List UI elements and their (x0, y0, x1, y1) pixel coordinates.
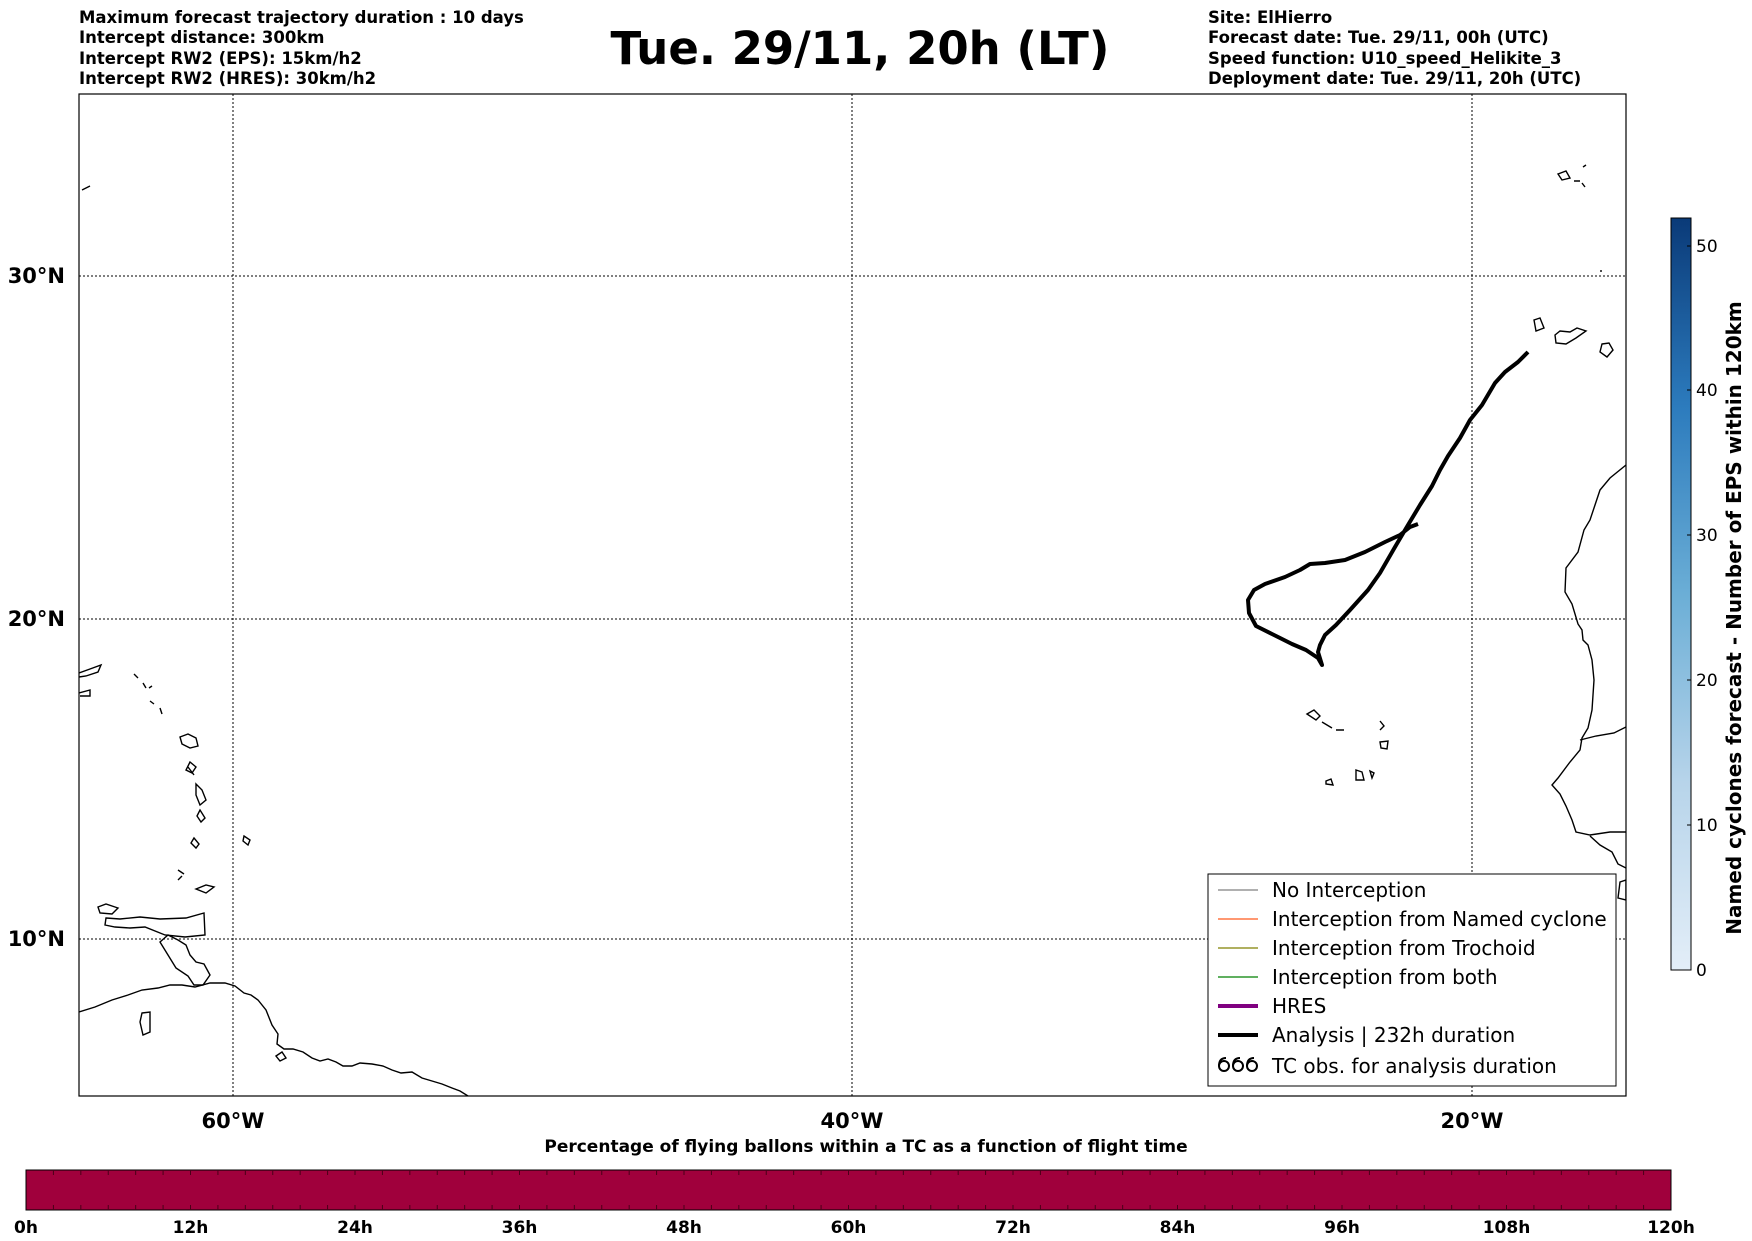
island-st-vincent (190, 836, 200, 850)
island-sao-vicente (1321, 721, 1344, 731)
page-title: Tue. 29/11, 20h (LT) (610, 22, 1110, 75)
island-coastal-2 (274, 1051, 288, 1062)
legend-label-named-cyclone: Interception from Named cyclone (1272, 907, 1607, 931)
lat-label-10n: 10°N (8, 927, 65, 951)
coast-south-america (79, 982, 469, 1096)
island-santo-antao (1305, 709, 1321, 721)
time-bar-label: 36h (502, 1218, 538, 1238)
lat-label-30n: 30°N (8, 264, 65, 288)
island-dominica-2 (187, 766, 195, 776)
island-gran-canaria (1599, 342, 1614, 358)
island-santiago (1355, 769, 1365, 781)
time-bar-label: 60h (831, 1218, 867, 1238)
island-top-left (81, 185, 91, 191)
island-barbados (242, 834, 251, 847)
colorbar-tick-0: 0 (1696, 961, 1707, 981)
colorbar-tick-40: 40 (1696, 381, 1718, 401)
island-st-lucia (196, 808, 206, 824)
header-right-info: Site: ElHierro Forecast date: Tue. 29/11… (1208, 8, 1581, 89)
info-line-rw2-eps: Intercept RW2 (EPS): 15km/h2 (79, 48, 362, 68)
info-line-forecast-date: Forecast date: Tue. 29/11, 00h (UTC) (1208, 28, 1549, 48)
info-line-speed-function: Speed function: U10_speed_Helikite_3 (1208, 48, 1562, 68)
island-azores-1 (1556, 170, 1572, 181)
time-bar-label: 120h (1647, 1218, 1695, 1238)
colorbar-gradient (1670, 217, 1692, 971)
colorbar-tick-10: 10 (1696, 816, 1718, 836)
coast-northern-shelf (104, 912, 206, 938)
header-left-info: Maximum forecast trajectory duration : 1… (79, 8, 524, 89)
lon-label-40w: 40°W (821, 1109, 884, 1133)
island-guadeloupe (179, 733, 199, 749)
info-line-max-duration: Maximum forecast trajectory duration : 1… (79, 8, 524, 27)
legend-label-tc-obs: TC obs. for analysis duration (1271, 1054, 1557, 1078)
time-bar (25, 1169, 1672, 1211)
coast-sierra-leone (1617, 879, 1626, 901)
island-maio (1368, 769, 1375, 781)
legend-label-both: Interception from both (1272, 965, 1498, 989)
island-boavista (1379, 740, 1389, 750)
legend-label-no-interception: No Interception (1272, 878, 1426, 902)
colorbar-ticks (1687, 245, 1691, 971)
legend-box (1207, 873, 1617, 1087)
lon-label-20w: 20°W (1441, 1109, 1504, 1133)
island-aruba (97, 903, 120, 915)
island-hispaniola-tip (79, 663, 103, 678)
info-line-intercept-distance: Intercept distance: 300km (79, 28, 325, 48)
island-grenada (177, 869, 185, 881)
legend: No Interception Interception from Named … (1207, 873, 1617, 1087)
info-line-deployment-date: Deployment date: Tue. 29/11, 20h (UTC) (1208, 68, 1582, 88)
coast-venezuela-gulf (159, 934, 211, 986)
colorbar-title: Named cyclones forecast - Number of EPS … (1722, 301, 1746, 935)
colorbar-tick-50: 50 (1696, 237, 1718, 257)
island-puerto-rico (79, 689, 91, 697)
island-tobago (194, 884, 216, 894)
colorbar-tick-30: 30 (1696, 526, 1718, 546)
island-la-palma (1533, 317, 1545, 332)
colorbar-tick-20: 20 (1696, 671, 1718, 691)
time-bar-label: 84h (1160, 1218, 1196, 1238)
coast-west-africa (1551, 464, 1626, 836)
lon-label-60w: 60°W (202, 1109, 265, 1133)
island-tenerife (1554, 327, 1588, 345)
time-bar-title: Percentage of flying ballons within a TC… (544, 1137, 1187, 1157)
time-bar-labels: 0h 12h 24h 36h 48h 60h 72h 84h 96h 108h 120h (14, 1218, 1695, 1238)
coast-gambia (1579, 726, 1626, 741)
lat-label-20n: 20°N (8, 607, 65, 631)
time-bar-label: 96h (1324, 1218, 1360, 1238)
time-bar-ticks (52, 1170, 1645, 1210)
time-bar-label: 12h (173, 1218, 209, 1238)
analysis-trajectory (1246, 350, 1530, 667)
time-bar-label: 72h (995, 1218, 1031, 1238)
island-coastal (139, 1011, 151, 1036)
map-frame (78, 93, 1627, 1097)
info-line-rw2-hres: Intercept RW2 (HRES): 30km/h2 (79, 68, 377, 88)
island-sal (1379, 720, 1385, 731)
info-line-site: Site: ElHierro (1208, 8, 1333, 27)
time-bar-label: 48h (666, 1218, 702, 1238)
colorbar: 0 10 20 30 40 50 Named cyclones forecast… (1670, 217, 1746, 981)
legend-label-hres: HRES (1272, 994, 1326, 1018)
time-bar-label: 0h (14, 1218, 38, 1238)
coastlines (79, 164, 1626, 1096)
islands-virgin (133, 673, 163, 715)
island-martinique (195, 782, 207, 807)
legend-label-trochoid: Interception from Trochoid (1272, 936, 1536, 960)
island-azores-2 (1574, 164, 1587, 188)
legend-label-analysis: Analysis | 232h duration (1272, 1023, 1515, 1047)
legend-swatch-tc-obs-icon (1218, 1057, 1258, 1072)
coast-guinea (1589, 835, 1626, 869)
time-bar-label: 108h (1483, 1218, 1531, 1238)
time-bar-label: 24h (337, 1218, 373, 1238)
island-brava (1325, 778, 1335, 786)
